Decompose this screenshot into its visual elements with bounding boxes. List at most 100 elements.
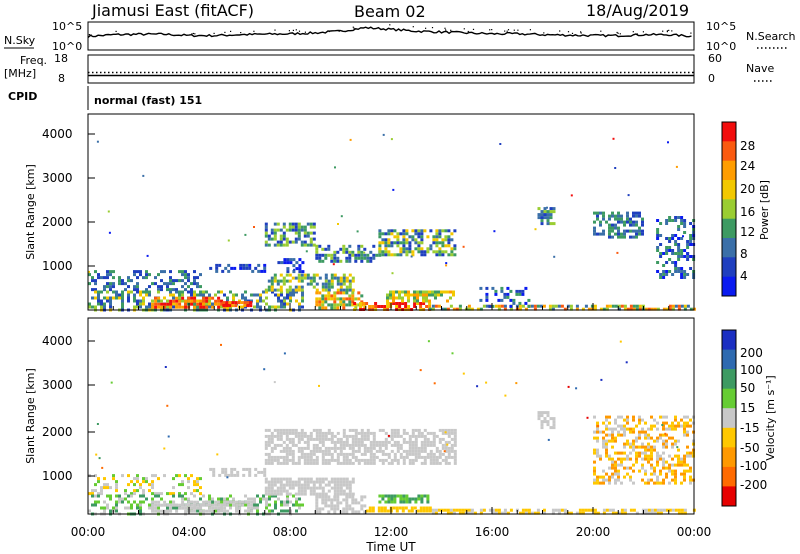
power-cell [608,217,611,221]
power-cell [279,279,283,283]
velocity-cell [390,437,394,441]
velocity-cell [333,440,337,444]
velocity-cell [653,469,656,473]
velocity-cell [437,508,441,512]
velocity-cell [632,448,635,452]
velocity-cell [220,509,223,513]
power-cell [677,249,681,252]
power-cell [348,259,352,263]
velocity-cell [399,443,403,447]
power-cell [106,276,109,280]
velocity-cell [267,492,271,496]
velocity-cell [384,443,388,447]
power-cell [656,237,660,240]
power-cell [683,222,687,225]
power-cell [680,237,684,240]
power-cell [208,299,211,303]
power-cell [485,298,489,302]
power-cell [659,273,663,276]
velocity-cell [420,443,424,447]
power-cell [312,285,316,289]
power-cell-noise [253,226,255,228]
velocity-cell [342,483,346,487]
power-cell [671,307,675,311]
velocity-cell [202,494,205,498]
power-cell [369,259,373,263]
velocity-cell [650,457,653,461]
xtick-0000: 00:00 [71,525,106,539]
power-cell [133,288,136,292]
velocity-cell [677,463,680,467]
power-cell [339,247,343,251]
velocity-cell [321,480,325,484]
power-cell [285,288,289,292]
power-cell [467,307,471,311]
power-cell [169,302,173,306]
velocity-cell [106,486,109,490]
velocity-cell [411,452,415,456]
power-cell [127,279,130,283]
velocity-cell [656,457,659,461]
velocity-cell [166,509,170,513]
power-cell [339,259,343,263]
velocity-cell [163,500,167,504]
velocity-cell [626,421,629,425]
velocity-cell [420,440,424,444]
velocity-cell [414,443,418,447]
power-cell [202,293,205,297]
velocity-cell [315,480,319,484]
velocity-cell [303,480,307,484]
velocity-cell [94,474,97,478]
velocity-cell [327,489,331,493]
velocity-cell [285,446,289,450]
velocity-cell [306,455,310,459]
velocity-cell [289,500,292,504]
power-cell [611,223,614,227]
velocity-cell [593,430,596,434]
velocity-cell [130,494,133,498]
power-cell [543,207,547,211]
nsky-point [444,27,446,29]
velocity-cell [381,440,385,444]
power-cell [294,276,298,280]
velocity-cell [169,500,172,504]
velocity-cell [208,500,212,504]
nsky-point [671,30,673,32]
velocity-cell-noise [226,476,229,479]
power-cell [527,298,531,302]
power-cell [611,235,614,239]
velocity-cell [656,508,660,512]
velocity-cell [596,454,599,458]
power-cell [339,291,343,295]
velocity-cell [300,486,304,490]
velocity-cell-noise [597,425,600,427]
power-cell [549,222,553,226]
velocity-cell [369,449,373,453]
velocity-cell [605,418,608,422]
power-cell [94,290,97,294]
power-cell [109,270,112,274]
velocity-cell [674,463,677,467]
power-cell [139,305,142,309]
velocity-cell [297,461,301,465]
power-cell [449,296,452,300]
velocity-cell [458,508,462,512]
velocity-cell [441,431,445,435]
power-cell [629,229,632,233]
power-cell [399,253,403,257]
power-cell [546,222,550,226]
velocity-cell [297,458,301,462]
nave-label: Nave [746,62,774,75]
velocity-cell [435,434,439,438]
velocity-cell [300,434,304,438]
power-cell [656,231,660,234]
velocity-cell [552,423,556,427]
velocity-cell [285,443,289,447]
power-cell [420,232,424,236]
velocity-cell [291,428,295,432]
power-cell [220,290,223,294]
power-cell [617,220,620,224]
velocity-cell [291,461,295,465]
nsky-point [543,32,545,34]
velocity-cell [103,500,106,504]
